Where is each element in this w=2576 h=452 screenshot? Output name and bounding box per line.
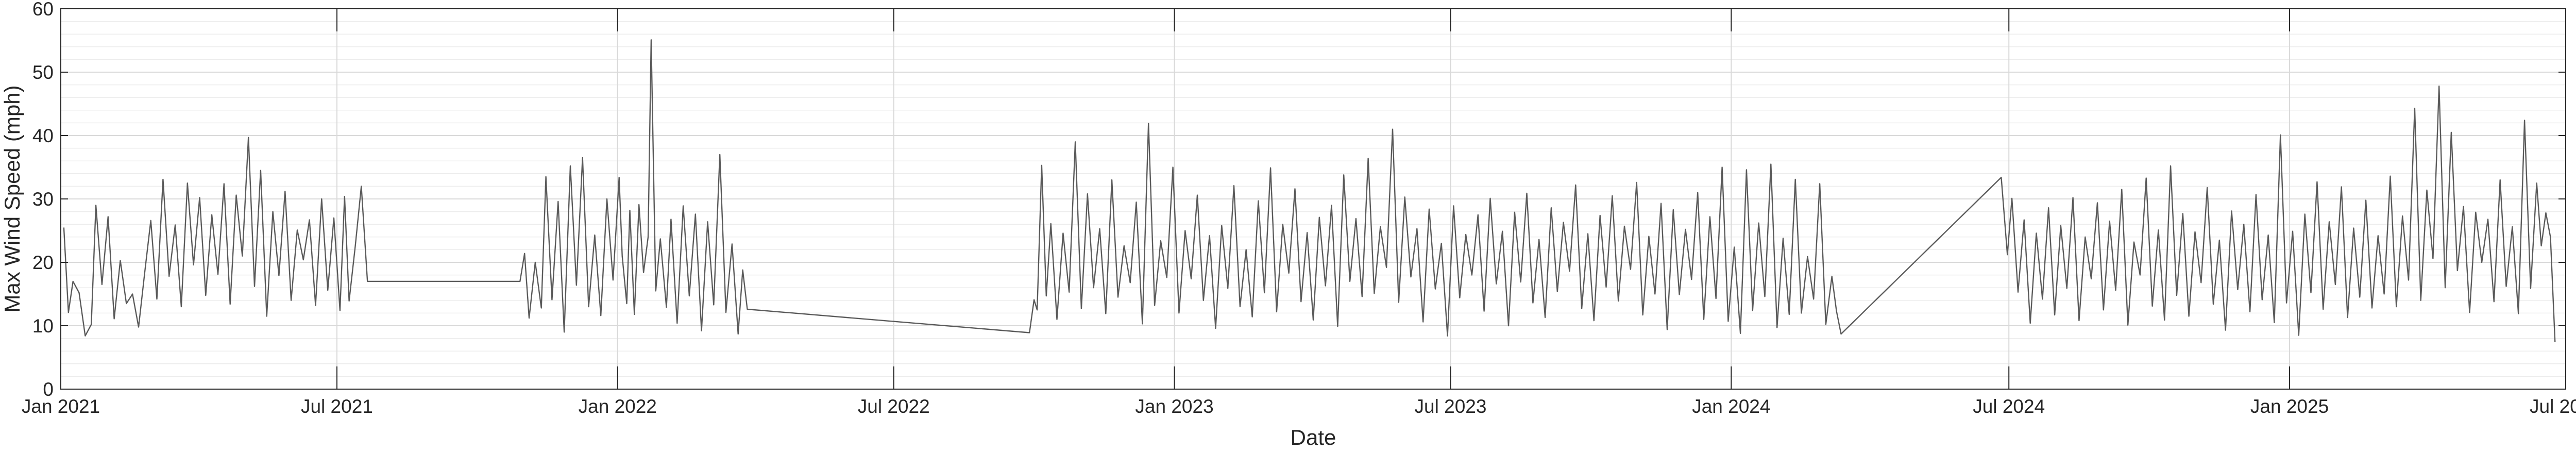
x-tick-label: Jul 2025 <box>2530 396 2576 417</box>
x-tick-labels: Jan 2021 Jul 2021 Jan 2022 Jul 2022 Jan 2023… <box>22 396 2576 417</box>
tick-marks <box>60 8 2566 390</box>
series-line <box>63 39 2556 343</box>
minor-gridlines <box>61 21 2566 377</box>
x-tick-label: Jan 2025 <box>2250 396 2329 417</box>
x-tick-label: Jul 2021 <box>301 396 373 417</box>
x-axis-title: Date <box>1291 425 1336 449</box>
x-tick-label: Jan 2023 <box>1135 396 1213 417</box>
y-tick-label: 50 <box>32 62 54 83</box>
x-tick-label: Jan 2024 <box>1692 396 1770 417</box>
y-tick-labels: 0 10 20 30 40 50 60 <box>32 0 54 400</box>
x-tick-label: Jul 2023 <box>1415 396 1487 417</box>
y-tick-label: 40 <box>32 125 54 146</box>
y-tick-label: 10 <box>32 315 54 337</box>
series-layer <box>63 39 2556 343</box>
y-tick-label: 0 <box>43 379 54 400</box>
x-tick-label: Jan 2021 <box>22 396 100 417</box>
y-tick-label: 30 <box>32 189 54 210</box>
x-tick-label: Jul 2024 <box>1973 396 2045 417</box>
x-tick-label: Jul 2022 <box>858 396 930 417</box>
y-tick-label: 60 <box>32 0 54 20</box>
y-tick-label: 20 <box>32 252 54 273</box>
x-tick-label: Jan 2022 <box>579 396 657 417</box>
y-axis-title: Max Wind Speed (mph) <box>0 85 24 312</box>
